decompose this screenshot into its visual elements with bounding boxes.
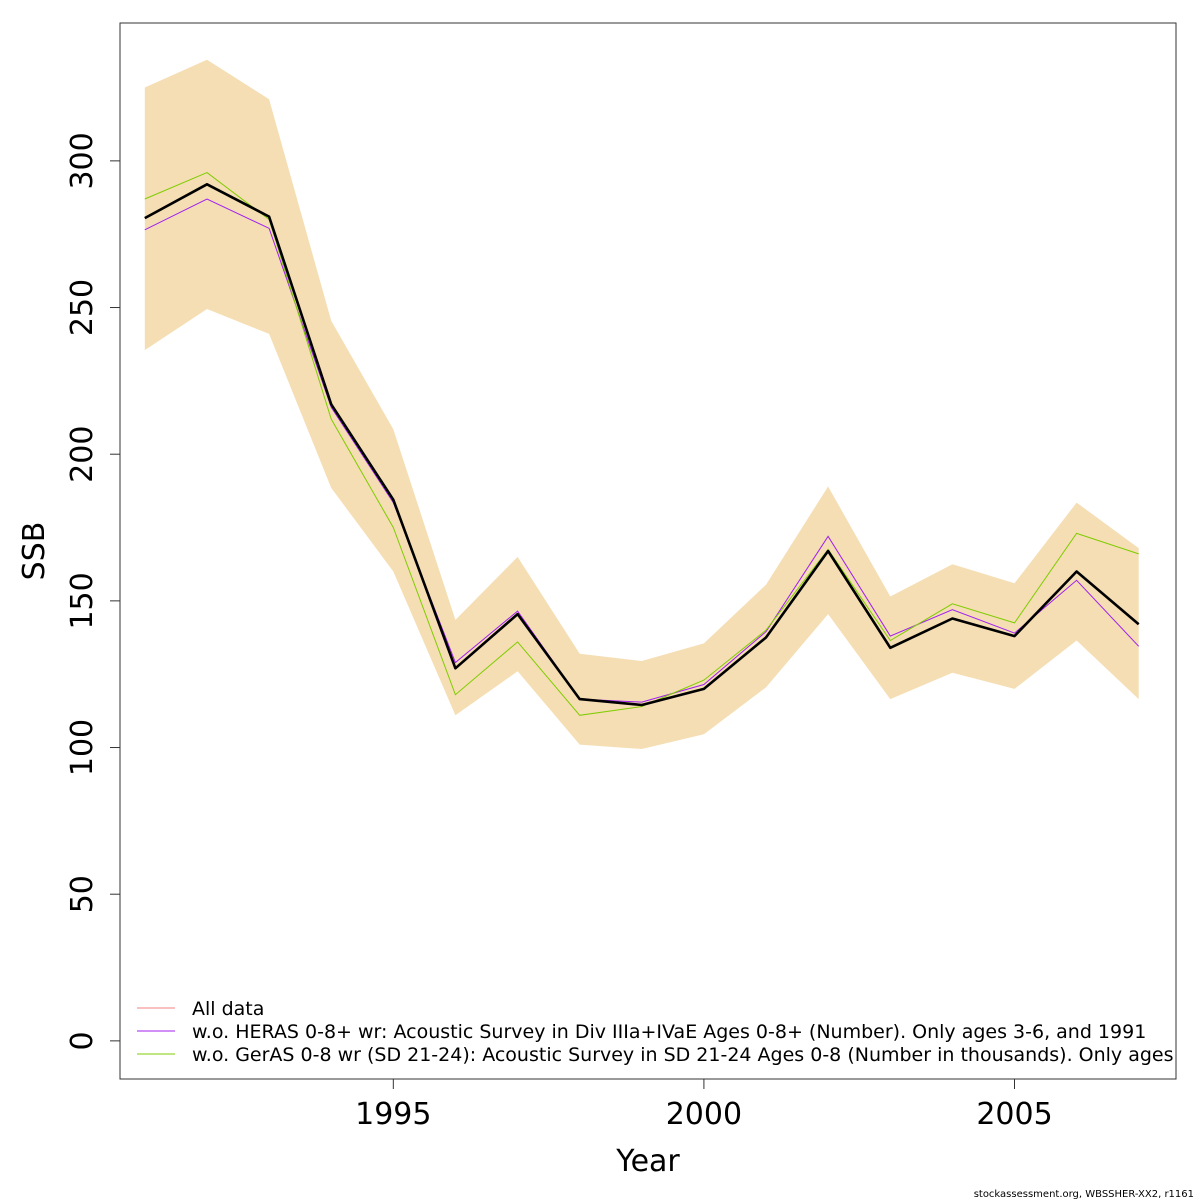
- legend-label-1: All data: [192, 998, 264, 1020]
- y-tick-label: 250: [65, 279, 100, 336]
- legend-label-2: w.o. HERAS 0-8+ wr: Acoustic Survey in D…: [192, 1021, 1146, 1043]
- legend-label-3: w.o. GerAS 0-8 wr (SD 21-24): Acoustic S…: [192, 1044, 1174, 1066]
- ssb-estimate-line: [144, 183, 1140, 707]
- main-line-layer: [144, 183, 1140, 707]
- series-line-2: [144, 198, 1140, 703]
- x-tick-label: 1995: [355, 1097, 431, 1132]
- footer-credit: stockassessment.org, WBSSHER-XX2, r1161: [974, 1189, 1194, 1200]
- x-axis-label: Year: [615, 1144, 680, 1179]
- y-tick-label: 50: [65, 875, 100, 913]
- y-tick-label: 200: [65, 426, 100, 483]
- y-tick-label: 150: [65, 572, 100, 629]
- series-line-3: [144, 172, 1139, 716]
- y-axis: 0 50 100 150 200 250 300: [65, 132, 121, 1050]
- y-axis-label: SSB: [17, 522, 52, 581]
- x-axis: 1995 2000 2005: [355, 1078, 1053, 1132]
- y-tick-label: 300: [65, 132, 100, 189]
- x-tick-label: 2005: [976, 1097, 1052, 1132]
- y-tick-label: 0: [65, 1031, 100, 1050]
- x-tick-label: 2000: [666, 1097, 742, 1132]
- confidence-band-layer: [144, 59, 1139, 749]
- confidence-band: [144, 59, 1139, 749]
- y-tick-label: 100: [65, 719, 100, 776]
